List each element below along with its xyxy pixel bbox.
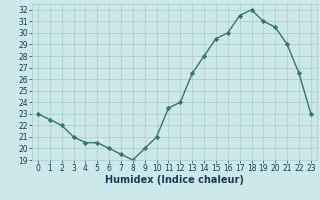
X-axis label: Humidex (Indice chaleur): Humidex (Indice chaleur) [105, 175, 244, 185]
